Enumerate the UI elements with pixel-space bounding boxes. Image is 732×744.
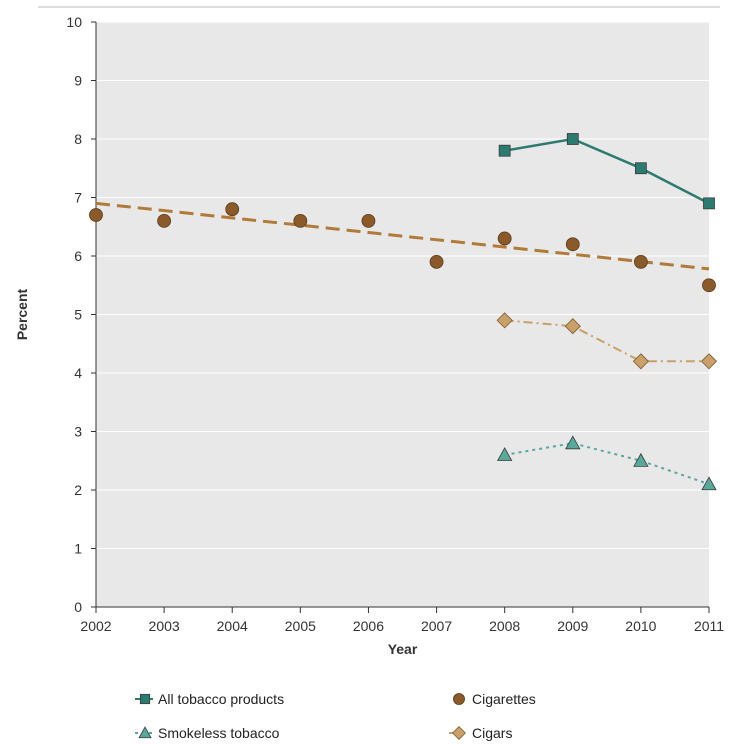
marker-cigarettes-2010 (633, 254, 648, 269)
marker-cigarettes-2002 (89, 208, 103, 222)
marker-cigars-2009 (564, 318, 581, 335)
marker-cigars-2010 (632, 353, 649, 370)
y-tick-label-10: 10 (66, 14, 82, 30)
x-tick-label-2011: 2011 (694, 618, 724, 634)
legend-symbol-cigars (452, 726, 466, 740)
x-tick-label-2004: 2004 (217, 618, 248, 634)
x-tick-label-2003: 2003 (149, 618, 180, 634)
marker-cigarettes-2007 (429, 254, 444, 269)
x-axis-title: Year (388, 641, 418, 657)
marker-cigarettes-2006 (361, 213, 376, 228)
legend-label-cigarettes: Cigarettes (472, 691, 536, 707)
y-tick-label-8: 8 (74, 131, 82, 147)
x-tick-label-2008: 2008 (489, 618, 520, 634)
y-tick-label-1: 1 (74, 541, 82, 557)
marker-cigarettes-2011 (702, 278, 716, 293)
legend-symbol-all-tobacco-products (139, 693, 151, 705)
y-tick-label-4: 4 (74, 365, 82, 381)
marker-cigarettes-2008 (497, 231, 512, 246)
legend: All tobacco products Cigarettes Smokeles… (135, 691, 536, 741)
marker-all-tobacco-products-2009 (566, 133, 579, 145)
gridlines (96, 21, 709, 549)
marker-smokeless-tobacco-2008 (496, 447, 513, 461)
marker-cigarettes-2004 (225, 202, 240, 217)
y-tick-label-6: 6 (74, 248, 82, 264)
axes (91, 21, 710, 613)
marker-cigarettes-2003 (157, 213, 172, 228)
y-tick-labels: 0 1 2 3 4 5 6 7 8 9 10 (66, 14, 82, 615)
y-tick-label-2: 2 (74, 482, 82, 498)
series-lines (504, 137, 710, 486)
y-axis-title: Percent (14, 288, 30, 340)
x-tick-label-2005: 2005 (285, 618, 316, 634)
marker-smokeless-tobacco-2011 (701, 476, 717, 491)
y-tick-label-9: 9 (74, 73, 82, 89)
series-markers (89, 133, 718, 491)
cigarettes-trendline (95, 201, 710, 271)
marker-cigars-2008 (496, 312, 513, 329)
y-tick-label-5: 5 (74, 307, 82, 323)
legend-label-all-tobacco-products: All tobacco products (158, 691, 284, 707)
legend-item-cigarettes: Cigarettes (453, 691, 536, 707)
legend-label-cigars: Cigars (472, 725, 512, 741)
x-tick-label-2002: 2002 (80, 618, 111, 634)
y-tick-label-7: 7 (74, 190, 82, 206)
legend-item-cigars: Cigars (449, 725, 512, 741)
series-line-smokeless-tobacco (504, 442, 710, 486)
marker-cigarettes-2005 (293, 213, 308, 228)
legend-symbol-cigarettes (453, 693, 465, 705)
marker-cigars-2011 (700, 353, 718, 370)
legend-label-smokeless-tobacco: Smokeless tobacco (158, 725, 280, 741)
y-tick-label-0: 0 (74, 599, 82, 615)
marker-cigarettes-2009 (565, 237, 580, 252)
x-tick-label-2007: 2007 (421, 618, 452, 634)
x-tick-label-2010: 2010 (625, 618, 656, 634)
marker-all-tobacco-products-2010 (634, 162, 647, 175)
x-tick-label-2006: 2006 (353, 618, 384, 634)
series-line-all-tobacco-products (504, 137, 710, 205)
series-line-cigars (504, 319, 709, 363)
marker-all-tobacco-products-2008 (498, 144, 511, 157)
x-tick-label-2009: 2009 (557, 618, 588, 634)
marker-smokeless-tobacco-2009 (565, 435, 581, 450)
marker-smokeless-tobacco-2010 (633, 452, 649, 467)
legend-symbol-smokeless-tobacco (138, 726, 152, 739)
trendline-cigarettes (95, 201, 710, 271)
x-tick-labels: 2002 2003 2004 2005 2006 2007 2008 2009 2010 2011 (80, 618, 724, 634)
legend-item-all-tobacco-products: All tobacco products (135, 691, 284, 707)
marker-all-tobacco-products-2011 (703, 197, 715, 210)
y-tick-label-3: 3 (74, 424, 82, 440)
legend-item-smokeless-tobacco: Smokeless tobacco (135, 725, 280, 741)
